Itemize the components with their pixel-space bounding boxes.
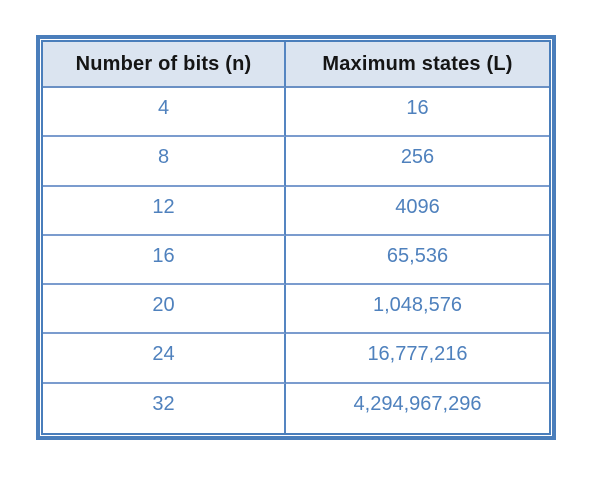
table-cell-states: 4,294,967,296 [286,383,549,433]
column-header-maximum-states: Maximum states (L) [286,42,549,88]
table-cell-bits: 4 [43,88,286,138]
table-cell-states: 4096 [286,186,549,236]
table-cell-states: 16 [286,88,549,138]
table-cell-states: 16,777,216 [286,334,549,384]
table-cell-states: 256 [286,137,549,187]
bits-states-table: Number of bits (n) Maximum states (L) 4 … [36,35,556,440]
table-cell-bits: 24 [43,334,286,384]
table-cell-bits: 12 [43,186,286,236]
table-cell-bits: 20 [43,285,286,335]
table-cell-bits: 32 [43,383,286,433]
table-cell-bits: 8 [43,137,286,187]
table-grid: Number of bits (n) Maximum states (L) 4 … [41,40,551,435]
table-cell-bits: 16 [43,235,286,286]
column-header-number-of-bits: Number of bits (n) [43,42,286,88]
table-cell-states: 65,536 [286,235,549,286]
table-cell-states: 1,048,576 [286,285,549,335]
